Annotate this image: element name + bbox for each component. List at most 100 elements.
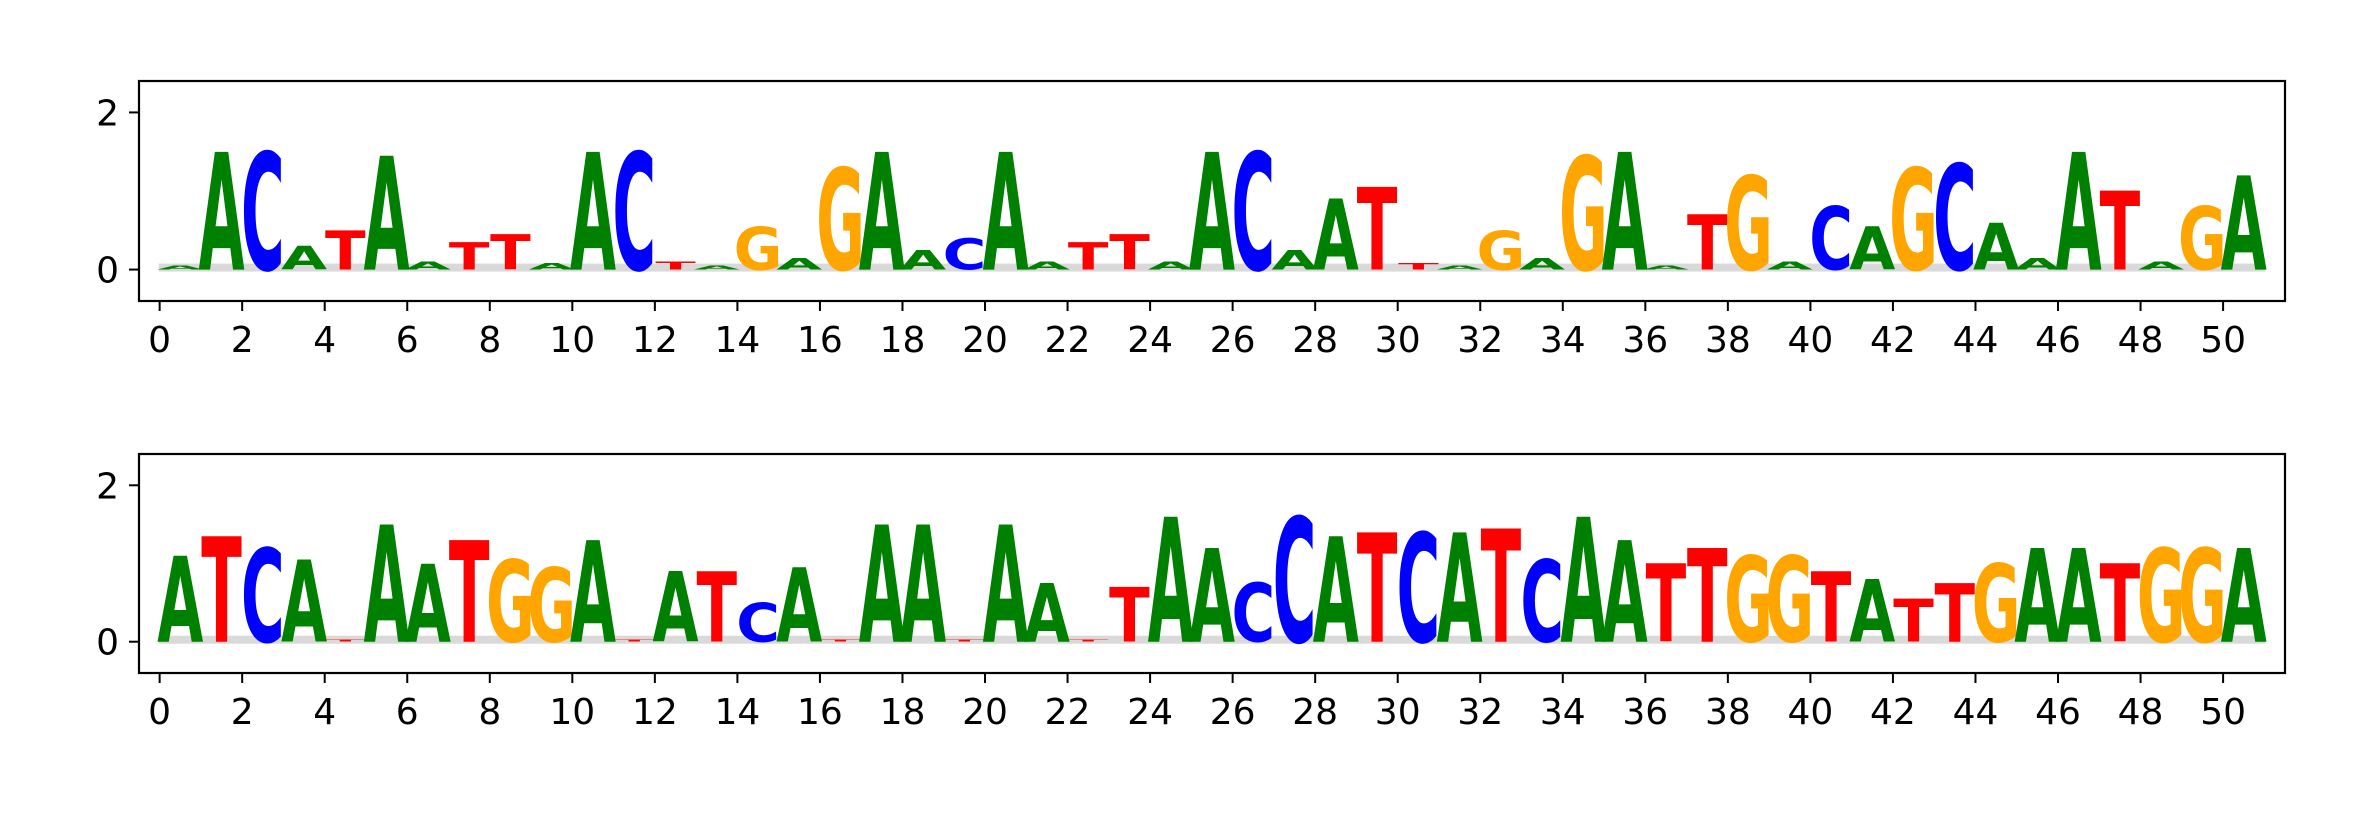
x-tick-label: 12: [632, 320, 678, 361]
x-tick-label: 22: [1045, 320, 1091, 361]
logo-letter-A: A: [1148, 260, 1194, 273]
logo-letter-A: A: [1148, 484, 1194, 683]
logo-letter-C: C: [1809, 190, 1853, 290]
x-tick-label: 42: [1870, 692, 1916, 733]
logo-letter-A: A: [859, 120, 905, 308]
logo-letter-T: T: [2100, 169, 2141, 295]
x-tick-label: 24: [1127, 320, 1173, 361]
logo-letter-A: A: [1849, 215, 1895, 284]
logo-letter-A: A: [776, 548, 822, 666]
x-tick-label: 28: [1292, 692, 1338, 733]
logo-letter-A: A: [983, 120, 1029, 308]
logo-letter-A: A: [1189, 120, 1235, 308]
logo-letter-T: T: [1398, 262, 1439, 272]
logo-letter-A: A: [1519, 255, 1565, 274]
logo-letter-T: T: [1893, 587, 1934, 656]
logo-letter-G: G: [2178, 190, 2227, 290]
logo-letter-A: A: [652, 553, 698, 665]
logo-letter-A: A: [1849, 564, 1895, 663]
logo-letter-T: T: [1109, 572, 1150, 660]
logo-letter-A: A: [405, 544, 451, 668]
logo-letter-T: T: [1687, 522, 1728, 672]
logo-letter-A: A: [1313, 179, 1359, 292]
x-tick-label: 22: [1045, 692, 1091, 733]
logo-letter-G: G: [1724, 150, 1773, 300]
logo-letter-A: A: [1560, 484, 1606, 683]
logo-letter-G: G: [1724, 533, 1773, 671]
x-tick-label: 14: [714, 320, 760, 361]
logo-letter-A: A: [1602, 514, 1648, 675]
x-tick-label: 32: [1457, 692, 1503, 733]
logo-letter-A: A: [1437, 265, 1483, 271]
logo-letter-T: T: [1068, 235, 1109, 279]
logo-letter-T: T: [1357, 166, 1398, 297]
logo-letter-T: T: [201, 508, 242, 677]
logo-letter-A: A: [1437, 502, 1483, 677]
logo-letter-G: G: [1972, 544, 2021, 668]
logo-letter-T: T: [490, 225, 531, 281]
logo-letter-A: A: [900, 493, 946, 680]
x-tick-label: 8: [478, 320, 501, 361]
logo-letter-T: T: [1646, 544, 1687, 668]
logo-letter-C: C: [1273, 484, 1317, 683]
axes-frame: [137, 452, 2287, 675]
x-tick-label: 40: [1787, 320, 1833, 361]
logo-letter-T: T: [1481, 498, 1522, 679]
x-tick-label: 36: [1622, 692, 1668, 733]
logo-letter-T: T: [1357, 502, 1398, 677]
x-tick-label: 44: [1953, 692, 1999, 733]
logo-letter-A: A: [529, 262, 575, 272]
logo-letter-A: A: [1189, 522, 1235, 672]
x-tick-label: 30: [1375, 692, 1421, 733]
x-tick-label: 26: [1210, 320, 1256, 361]
x-tick-label: 42: [1870, 320, 1916, 361]
logo-letter-A: A: [2221, 150, 2267, 300]
logo-letter-A: A: [1643, 265, 1689, 271]
x-tick-label: 36: [1622, 320, 1668, 361]
x-tick-label: 16: [797, 320, 843, 361]
logo-letter-A: A: [1973, 209, 2019, 285]
x-tick-label: 24: [1127, 692, 1173, 733]
logo-letter-A: A: [1272, 245, 1318, 276]
logo-letter-G: G: [486, 538, 535, 669]
logo-letter-T: T: [1109, 225, 1150, 281]
logo-letter-T: T: [449, 514, 490, 675]
x-tick-label: 18: [880, 692, 926, 733]
logo-letter-C: C: [1397, 502, 1441, 677]
logo-letter-A: A: [570, 514, 616, 675]
logo-letter-A: A: [281, 241, 327, 278]
x-tick-label: 32: [1457, 320, 1503, 361]
logo-letter-A: A: [694, 265, 740, 271]
logo-letter-T: T: [1068, 640, 1109, 642]
x-tick-label: 30: [1375, 320, 1421, 361]
y-tick-label: 2: [96, 466, 119, 507]
x-tick-label: 0: [148, 692, 171, 733]
logo-letter-T: T: [944, 640, 985, 642]
x-tick-label: 46: [2035, 320, 2081, 361]
x-tick-label: 12: [632, 692, 678, 733]
logo-letter-A: A: [2014, 522, 2060, 672]
x-tick-label: 50: [2200, 320, 2246, 361]
x-tick-label: 44: [1953, 320, 1999, 361]
x-tick-label: 4: [313, 692, 336, 733]
x-tick-label: 2: [231, 692, 254, 733]
x-tick-label: 20: [962, 692, 1008, 733]
x-tick-label: 34: [1540, 692, 1586, 733]
logo-letter-A: A: [983, 493, 1029, 680]
x-tick-label: 4: [313, 320, 336, 361]
logo-letter-A: A: [157, 533, 203, 671]
logo-letter-A: A: [900, 245, 946, 276]
x-tick-label: 0: [148, 320, 171, 361]
logo-letter-C: C: [1520, 538, 1564, 669]
logo-letter-G: G: [816, 141, 865, 304]
logo-letter-A: A: [2014, 255, 2060, 274]
logo-letter-C: C: [241, 522, 285, 672]
y-tick-label: 0: [96, 623, 119, 664]
logo-letter-G: G: [1476, 220, 1525, 283]
logo-letter-A: A: [1767, 260, 1813, 273]
logo-letter-A: A: [2056, 120, 2102, 308]
logo-letter-A: A: [1313, 508, 1359, 677]
